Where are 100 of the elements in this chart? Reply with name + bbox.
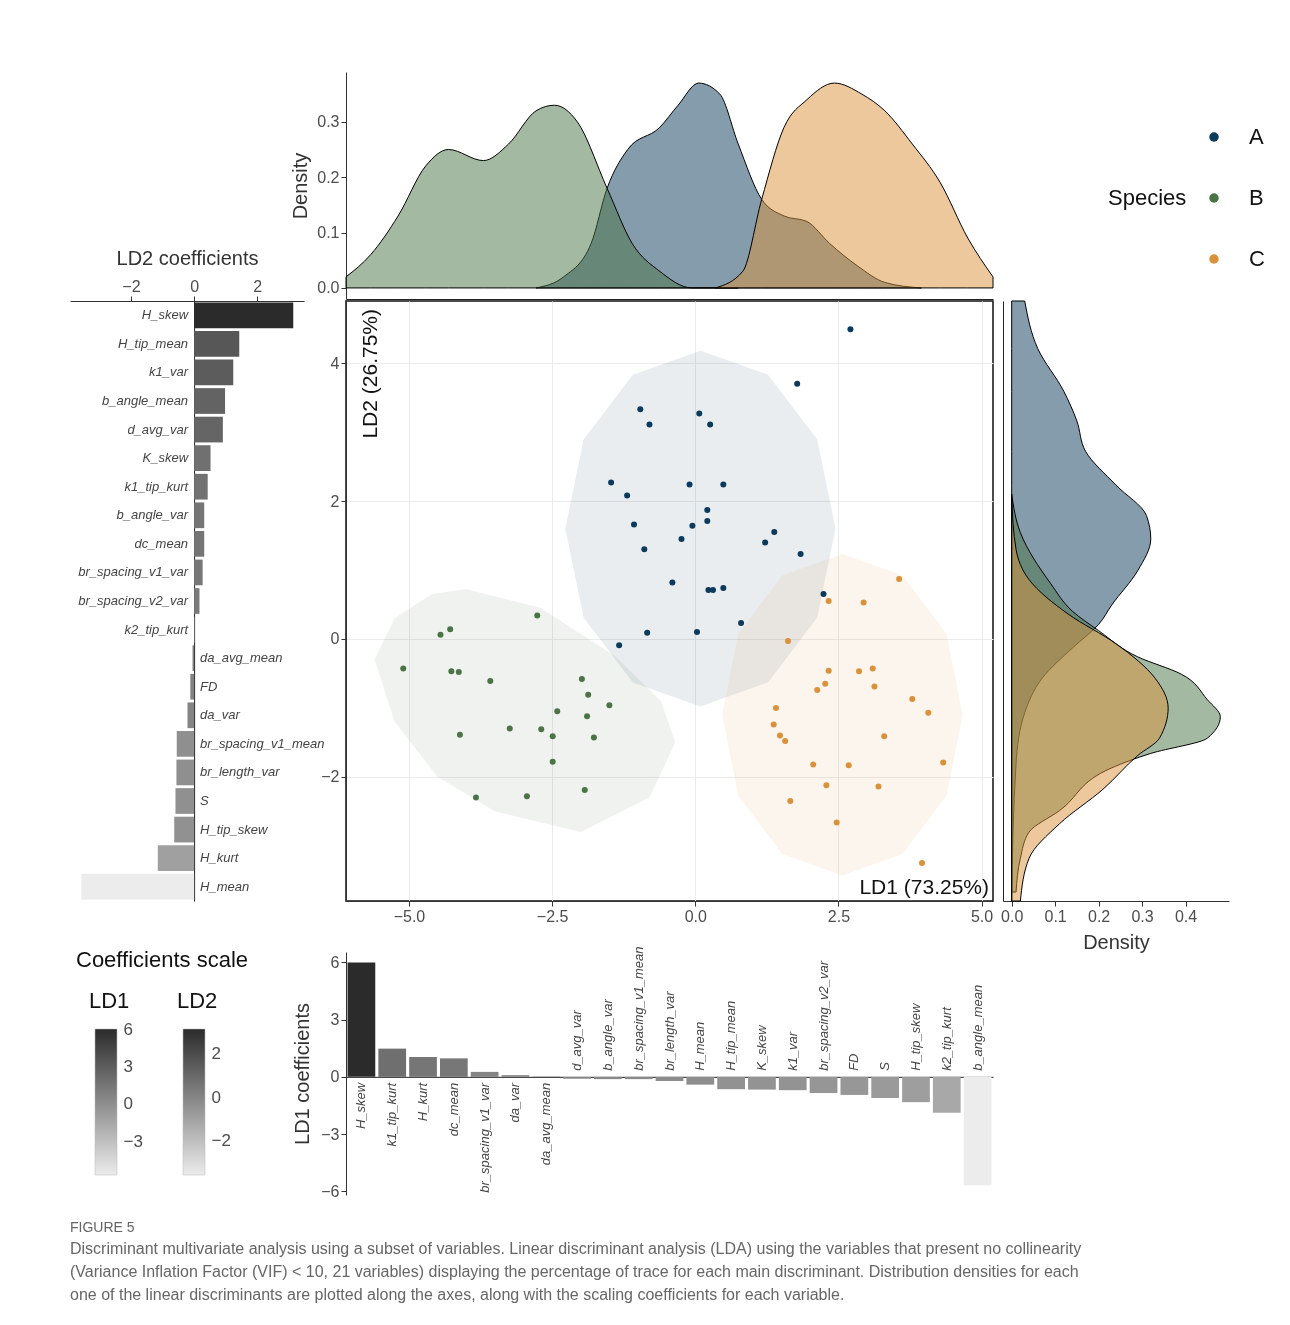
point <box>437 631 444 638</box>
point <box>787 798 794 804</box>
bar <box>655 1076 684 1082</box>
bar <box>902 1076 930 1103</box>
x-tick-label: br_spacing_v1_var <box>476 1082 492 1193</box>
bar <box>194 359 234 386</box>
x-tick-label: H_kurt <box>415 1081 431 1122</box>
x-tick-label: 0.2 <box>1087 907 1111 925</box>
bar <box>963 1076 992 1186</box>
bar <box>840 1076 869 1095</box>
point <box>523 793 530 800</box>
bar <box>439 1058 468 1077</box>
x-tick-label: b_angle_var <box>599 998 615 1071</box>
point <box>833 819 840 826</box>
x-tick-label: k1_tip_kurt <box>384 1081 400 1147</box>
y-axis-title: LD1 coefficients <box>291 1003 314 1145</box>
y-tick-label: da_var <box>200 707 241 723</box>
bar <box>175 788 195 814</box>
y-tick-label: 0.3 <box>317 113 340 131</box>
bar <box>748 1076 776 1090</box>
point <box>538 726 545 733</box>
x-tick-label: br_length_var <box>661 990 677 1071</box>
bar <box>409 1057 437 1077</box>
y-tick-label: d_avg_var <box>127 421 189 437</box>
bar <box>174 816 195 843</box>
x-axis-title: Density <box>1083 930 1150 953</box>
point <box>810 761 817 768</box>
point <box>771 529 778 536</box>
y-tick-label: 0.2 <box>317 168 340 186</box>
point <box>875 783 882 790</box>
bar <box>176 731 195 757</box>
legend-label: C <box>1249 246 1265 271</box>
x-tick-label: 0.3 <box>1131 907 1154 925</box>
point <box>686 481 693 488</box>
x-tick-label: k1_var <box>784 1031 800 1071</box>
point <box>704 506 711 513</box>
point <box>693 629 700 636</box>
point <box>794 380 801 387</box>
point <box>720 481 727 488</box>
bar <box>190 673 195 700</box>
point <box>549 758 556 765</box>
bar <box>717 1076 745 1090</box>
point <box>720 584 727 591</box>
point <box>782 738 789 744</box>
bar <box>871 1076 900 1098</box>
point <box>608 479 615 486</box>
point <box>704 518 711 524</box>
y-tick-label: H_kurt <box>200 850 240 866</box>
bar <box>194 416 223 443</box>
y-tick-label: br_spacing_v2_var <box>78 593 189 608</box>
point <box>549 733 556 740</box>
x-tick-label: −2.5 <box>536 907 569 925</box>
point <box>689 522 696 529</box>
x-tick-label: −5.0 <box>393 907 426 925</box>
bar <box>470 1071 499 1077</box>
point <box>860 599 867 606</box>
point <box>825 598 832 604</box>
y-tick-label: b_angle_var <box>116 507 189 523</box>
y-tick-label: 0 <box>330 630 340 648</box>
point <box>616 642 623 649</box>
y-tick-label: br_length_var <box>200 764 281 780</box>
x-tick-label: da_avg_mean <box>538 1082 554 1166</box>
point <box>678 535 685 542</box>
point <box>925 709 932 716</box>
y-tick-label: S <box>200 793 210 808</box>
point <box>631 521 637 528</box>
x-tick-label: S <box>877 1061 893 1071</box>
point <box>534 612 541 619</box>
bar <box>778 1076 807 1091</box>
x-tick-label: 2.5 <box>827 907 851 925</box>
point <box>584 713 591 720</box>
point <box>646 421 653 428</box>
x-tick-label: FD <box>846 1053 862 1071</box>
bar <box>81 873 195 900</box>
y-tick-label: K_skew <box>142 450 190 466</box>
point <box>869 665 876 672</box>
caption: FIGURE 5 <box>70 1219 135 1235</box>
bar <box>378 1048 407 1077</box>
x-tick-label: br_spacing_v2_var <box>815 960 831 1071</box>
point <box>590 734 597 741</box>
y-tick-label: H_mean <box>200 878 250 894</box>
point <box>814 686 821 693</box>
point <box>487 678 494 684</box>
y-tick-label: k1_tip_kurt <box>124 478 190 494</box>
x-tick-label: b_angle_mean <box>969 984 985 1071</box>
point <box>822 680 829 687</box>
bar <box>194 588 200 614</box>
x-tick-label: dc_mean <box>445 1082 461 1137</box>
point <box>785 638 792 644</box>
point <box>896 575 903 582</box>
bar <box>194 445 211 471</box>
y-tick-label: H_tip_skew <box>200 821 269 837</box>
x-axis-title: LD2 coefficients <box>116 246 259 269</box>
x-tick-label: 0.0 <box>684 907 707 925</box>
x-tick-label: br_spacing_v1_mean <box>630 946 646 1071</box>
text: Coefficients scale <box>76 947 249 972</box>
point <box>847 326 854 333</box>
bar <box>187 702 195 729</box>
point <box>777 732 784 739</box>
point <box>400 665 407 672</box>
